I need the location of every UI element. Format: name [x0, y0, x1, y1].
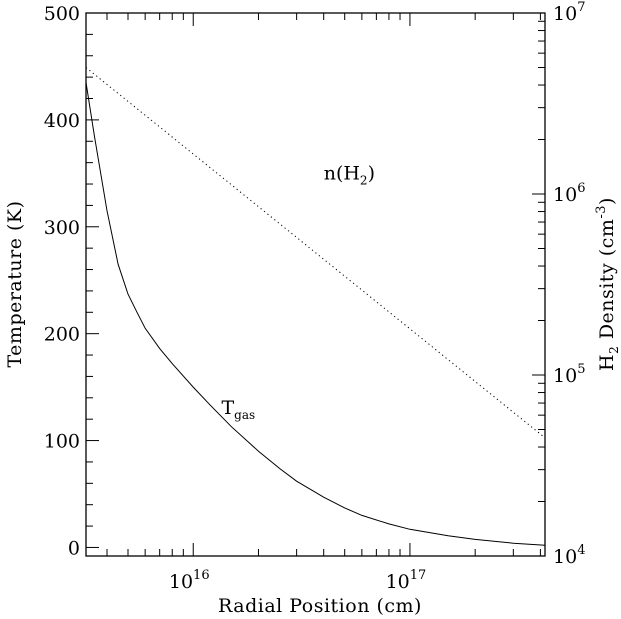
- x-axis-title: Radial Position (cm): [218, 595, 422, 617]
- x-tick-label: 1017: [386, 568, 427, 593]
- y-right-title-middle: Density (cm: [596, 219, 618, 346]
- y-left-tick-label: 300: [44, 217, 80, 239]
- y-right-tick-label: 104: [553, 543, 585, 568]
- y-right-title-suffix: ): [596, 197, 618, 205]
- y-left-tick-label: 200: [44, 324, 80, 346]
- y-right-title-prefix: H: [596, 354, 618, 371]
- series-line-density: [85, 67, 546, 439]
- y-left-tick-label: 500: [44, 3, 80, 25]
- y-right-tick-label: 106: [553, 181, 585, 206]
- series-label-temperature: Tgas: [221, 397, 255, 422]
- y-axis-left-title: Temperature (K): [4, 200, 26, 367]
- y-right-title-sub: 2: [607, 346, 621, 354]
- series-layer: [85, 67, 546, 546]
- y-left-tick-label: 400: [44, 110, 80, 132]
- y-left-tick-label: 0: [68, 537, 80, 559]
- y-right-tick-label: 105: [553, 362, 585, 387]
- plot-frame: [85, 12, 546, 557]
- y-right-tick-label: 107: [553, 0, 585, 25]
- ticks-layer: [86, 12, 545, 557]
- series-label-density: n(H2): [324, 163, 375, 188]
- series-line-temperature: [85, 82, 546, 546]
- y-right-title-sup: -3: [594, 205, 609, 219]
- y-left-tick-label: 100: [44, 431, 80, 453]
- labels-layer: 1016 1017 0 100 200 300 400 500 104 105 106 107 Tgas…: [44, 0, 586, 593]
- x-tick-label: 1016: [169, 568, 210, 593]
- y-axis-right-title: H2 Density (cm-3): [594, 197, 621, 371]
